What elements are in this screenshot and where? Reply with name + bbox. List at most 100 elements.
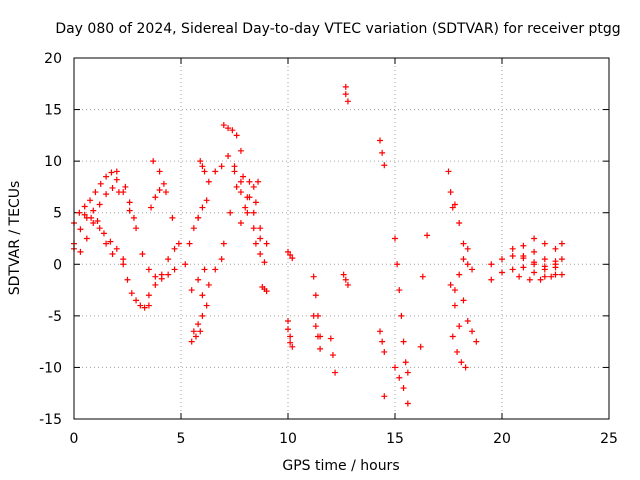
data-point [460,240,467,247]
data-point [124,276,131,283]
data-point [203,197,210,204]
data-point [531,269,538,276]
data-point [199,204,206,211]
series-arc39 [419,273,426,280]
series-arc4 [71,220,116,257]
data-point [113,168,120,175]
data-point [447,189,454,196]
data-point [424,232,431,239]
data-point [552,271,559,278]
data-point [148,204,155,211]
series-arc9 [148,180,167,211]
data-point [340,271,347,278]
data-point [263,288,270,295]
data-point [526,276,533,283]
series-arc14 [195,197,210,221]
series-arc44 [451,201,471,268]
series-arc18 [188,266,208,294]
data-point [77,226,84,233]
data-point [171,245,178,252]
chart-title: Day 080 of 2024, Sidereal Day-to-day VTE… [55,21,620,37]
data-point [120,256,127,263]
data-point [150,158,157,165]
data-point [199,292,206,299]
data-point [237,189,244,196]
data-point [225,125,232,132]
data-point [220,240,227,247]
series-arc35 [381,393,388,400]
x-tick-label: 15 [386,431,404,447]
data-point [233,132,240,139]
y-tick-label: 0 [53,257,62,273]
data-point [103,191,110,198]
series-arc27 [285,318,296,350]
data-point [128,290,135,297]
data-points [71,83,565,407]
data-point [250,183,257,190]
data-point [342,83,349,90]
series-arc33 [377,137,388,169]
data-point [126,207,133,214]
data-point [76,209,83,216]
data-point [377,137,384,144]
data-point [133,225,140,232]
data-point [145,292,152,299]
data-point [287,252,294,259]
series-arc25 [252,240,268,266]
data-point [548,273,555,280]
data-point [96,201,103,208]
data-point [516,273,523,280]
data-point [122,183,129,190]
data-point [188,287,195,294]
data-point [531,235,538,242]
data-point [165,271,172,278]
y-axis-label: SDTVAR / TECUs [7,181,23,296]
series-arc3 [81,211,127,263]
data-point [252,199,259,206]
data-point [107,238,114,245]
series-arc49 [509,242,565,268]
data-point [342,91,349,98]
data-point [182,261,189,268]
data-point [120,261,127,268]
data-point [103,240,110,247]
data-point [394,261,401,268]
series-arc19 [220,122,244,154]
data-point [310,312,317,319]
plot-frame [73,57,610,420]
data-point [90,207,97,214]
series-arc30 [327,335,339,376]
data-point [469,266,476,273]
data-point [381,348,388,355]
data-point [400,385,407,392]
data-point [88,214,95,221]
data-point [158,271,165,278]
y-tick-labels: -15 -10 -5 0 5 10 15 20 [39,51,62,428]
data-point [261,259,268,266]
data-point [460,256,467,263]
data-point [242,204,249,211]
data-point [396,287,403,294]
data-point [289,343,296,350]
data-point [188,338,195,345]
data-point [458,359,465,366]
data-point [175,240,182,247]
data-point [499,256,505,263]
data-point [192,333,199,340]
data-point [205,178,212,185]
y-tick-label: -5 [48,309,62,325]
data-point [558,256,565,263]
series-arc7 [145,245,178,299]
data-point [417,343,424,350]
series-arc31 [342,83,351,105]
data-point [541,263,548,270]
data-point [103,173,110,180]
data-point [317,345,324,352]
series-arc42 [447,281,463,330]
data-point [156,187,163,194]
data-point [252,240,259,247]
series-arc21 [225,152,264,242]
data-point [126,199,133,206]
